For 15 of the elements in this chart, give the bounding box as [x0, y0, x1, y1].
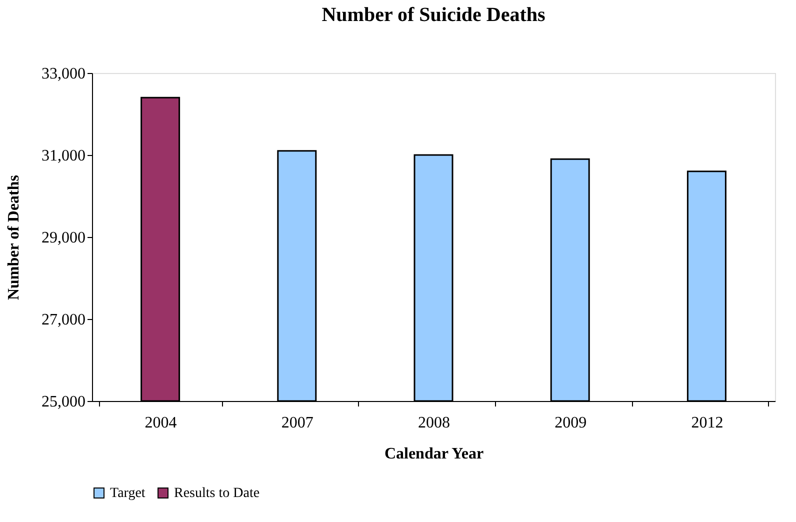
- x-tick-label: 2004: [144, 414, 177, 432]
- y-tick-label: 29,000: [42, 230, 86, 246]
- y-tick-label: 31,000: [42, 148, 86, 164]
- x-tick-label: 2009: [554, 414, 587, 432]
- legend-label: Target: [110, 486, 146, 501]
- x-axis-title: Calendar Year: [384, 446, 484, 462]
- y-axis-title: Number of Deaths: [6, 174, 22, 300]
- y-tick-label: 25,000: [42, 394, 86, 410]
- x-tick-label: 2008: [418, 414, 450, 432]
- x-tick-label: 2007: [281, 414, 314, 432]
- y-tick-label: 27,000: [42, 312, 86, 328]
- y-tick-label: 33,000: [42, 66, 86, 82]
- x-tick-label: 2012: [691, 414, 724, 432]
- legend-label: Results to Date: [174, 486, 260, 501]
- chart-title: Number of Suicide Deaths: [322, 4, 546, 26]
